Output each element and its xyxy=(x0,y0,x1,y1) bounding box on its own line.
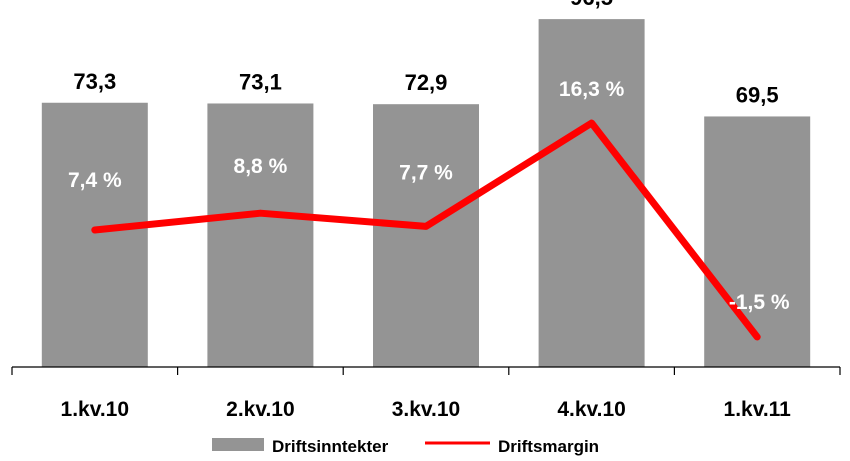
margin-value-label: 7,4 % xyxy=(68,169,122,192)
bar-2.kv.10 xyxy=(207,103,314,368)
bar-value-label: 96,5 xyxy=(570,0,613,10)
bar-value-labels: 73,3 73,1 72,9 96,5 69,5 xyxy=(73,0,778,107)
x-axis: 1.kv.10 2.kv.10 3.kv.10 4.kv.10 1.kv.11 xyxy=(11,366,841,421)
bar-series xyxy=(41,19,811,368)
bar-1.kv.11 xyxy=(704,116,811,367)
line-value-labels: 7,4 % 8,8 % 7,7 % 16,3 % -1,5 % xyxy=(68,78,790,314)
bar-value-label: 72,9 xyxy=(405,70,448,95)
margin-value-label: -1,5 % xyxy=(729,291,790,314)
bar-value-label: 73,1 xyxy=(239,69,282,94)
x-tick-label: 1.kv.11 xyxy=(724,398,792,421)
bar-value-label: 69,5 xyxy=(736,82,779,107)
bar-4.kv.10 xyxy=(538,19,645,368)
legend-label-bar: Driftsinntekter xyxy=(272,437,389,456)
x-tick-label: 3.kv.10 xyxy=(392,398,461,421)
x-tick-label: 1.kv.10 xyxy=(61,398,130,421)
legend-label-line: Driftsmargin xyxy=(498,437,599,456)
margin-value-label: 16,3 % xyxy=(559,78,625,101)
margin-value-label: 8,8 % xyxy=(234,155,288,178)
x-tick-label: 2.kv.10 xyxy=(226,398,295,421)
legend-swatch-bar xyxy=(212,438,264,451)
line-series xyxy=(91,119,761,341)
margin-value-label: 7,7 % xyxy=(399,161,453,184)
bar-value-label: 73,3 xyxy=(73,69,116,94)
bar-3.kv.10 xyxy=(373,104,479,368)
legend: Driftsinntekter Driftsmargin xyxy=(212,437,599,456)
x-tick-label: 4.kv.10 xyxy=(557,398,626,421)
bar-1.kv.10 xyxy=(41,102,148,367)
